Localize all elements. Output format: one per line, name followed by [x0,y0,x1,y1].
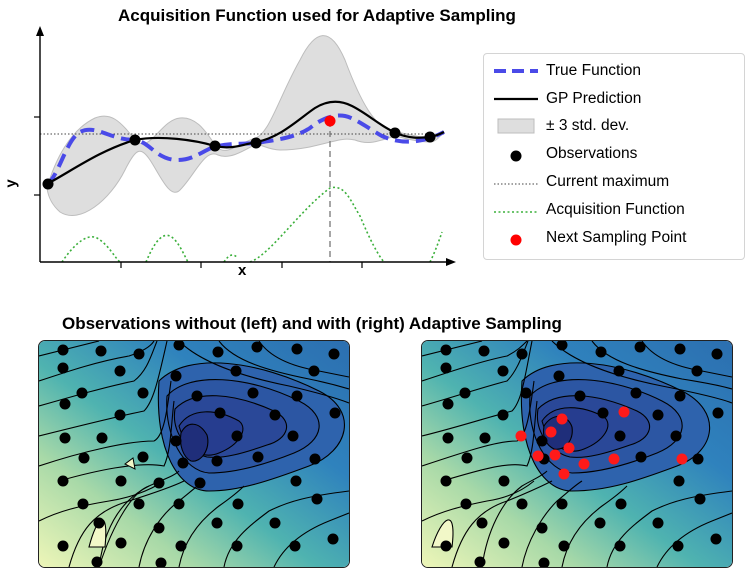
legend-label: Observations [546,145,638,162]
dotted-line-icon [494,183,538,185]
legend-item-acquisition-function: Acquisition Function [484,199,744,221]
legend-label: Current maximum [546,173,670,190]
y-axis-label: y [2,179,20,188]
observation-dots-right [440,341,724,567]
bottom-panel-title: Observations without (left) and with (ri… [62,314,562,333]
true-function-curve [45,113,445,186]
acquisition-function-curve [61,186,443,263]
legend-item-true-function: True Function [484,60,744,82]
observation-point [424,131,436,143]
y-axis-arrow [36,26,44,36]
top-chart-title: Acquisition Function used for Adaptive S… [118,6,516,25]
contour-map-with-adaptive-sampling [421,340,733,568]
x-axis-label: x [238,262,247,279]
legend-item-std-dev: ± 3 std. dev. [484,115,744,137]
legend: True Function GP Prediction ± 3 std. dev… [483,53,745,260]
observation-point [129,134,141,146]
contour-map-without-adaptive-sampling [38,340,350,568]
observation-point [250,137,262,149]
next-sampling-point [324,115,336,127]
std-dev-band [46,35,445,217]
legend-item-current-maximum: Current maximum [484,171,744,193]
observation-point [209,140,221,152]
legend-label: Acquisition Function [546,201,685,218]
band-swatch-icon [497,118,535,134]
observations [42,127,436,190]
legend-label: Next Sampling Point [546,229,687,246]
gp-prediction-curve [46,100,445,185]
contour-map-left-svg [39,341,349,567]
dashed-line-icon [494,69,538,73]
legend-item-observations: Observations [484,143,744,165]
x-axis-arrow [446,258,456,266]
x-ticks [120,262,363,268]
observation-point [42,178,54,190]
legend-label: ± 3 std. dev. [546,117,630,134]
legend-item-next-sampling-point: Next Sampling Point [484,227,744,249]
contour-map-right-svg [422,341,732,567]
red-dot-icon [510,234,522,246]
black-dot-icon [510,150,522,162]
acquisition-chart [34,26,456,268]
solid-line-icon [494,97,538,101]
y-ticks [34,116,40,196]
adaptive-sample-dots [515,406,688,480]
legend-label: GP Prediction [546,90,642,107]
green-dotted-line-icon [494,211,538,213]
observation-point [389,127,401,139]
legend-label: True Function [546,62,642,79]
legend-item-gp-prediction: GP Prediction [484,88,744,110]
observation-dots-left [57,341,341,567]
